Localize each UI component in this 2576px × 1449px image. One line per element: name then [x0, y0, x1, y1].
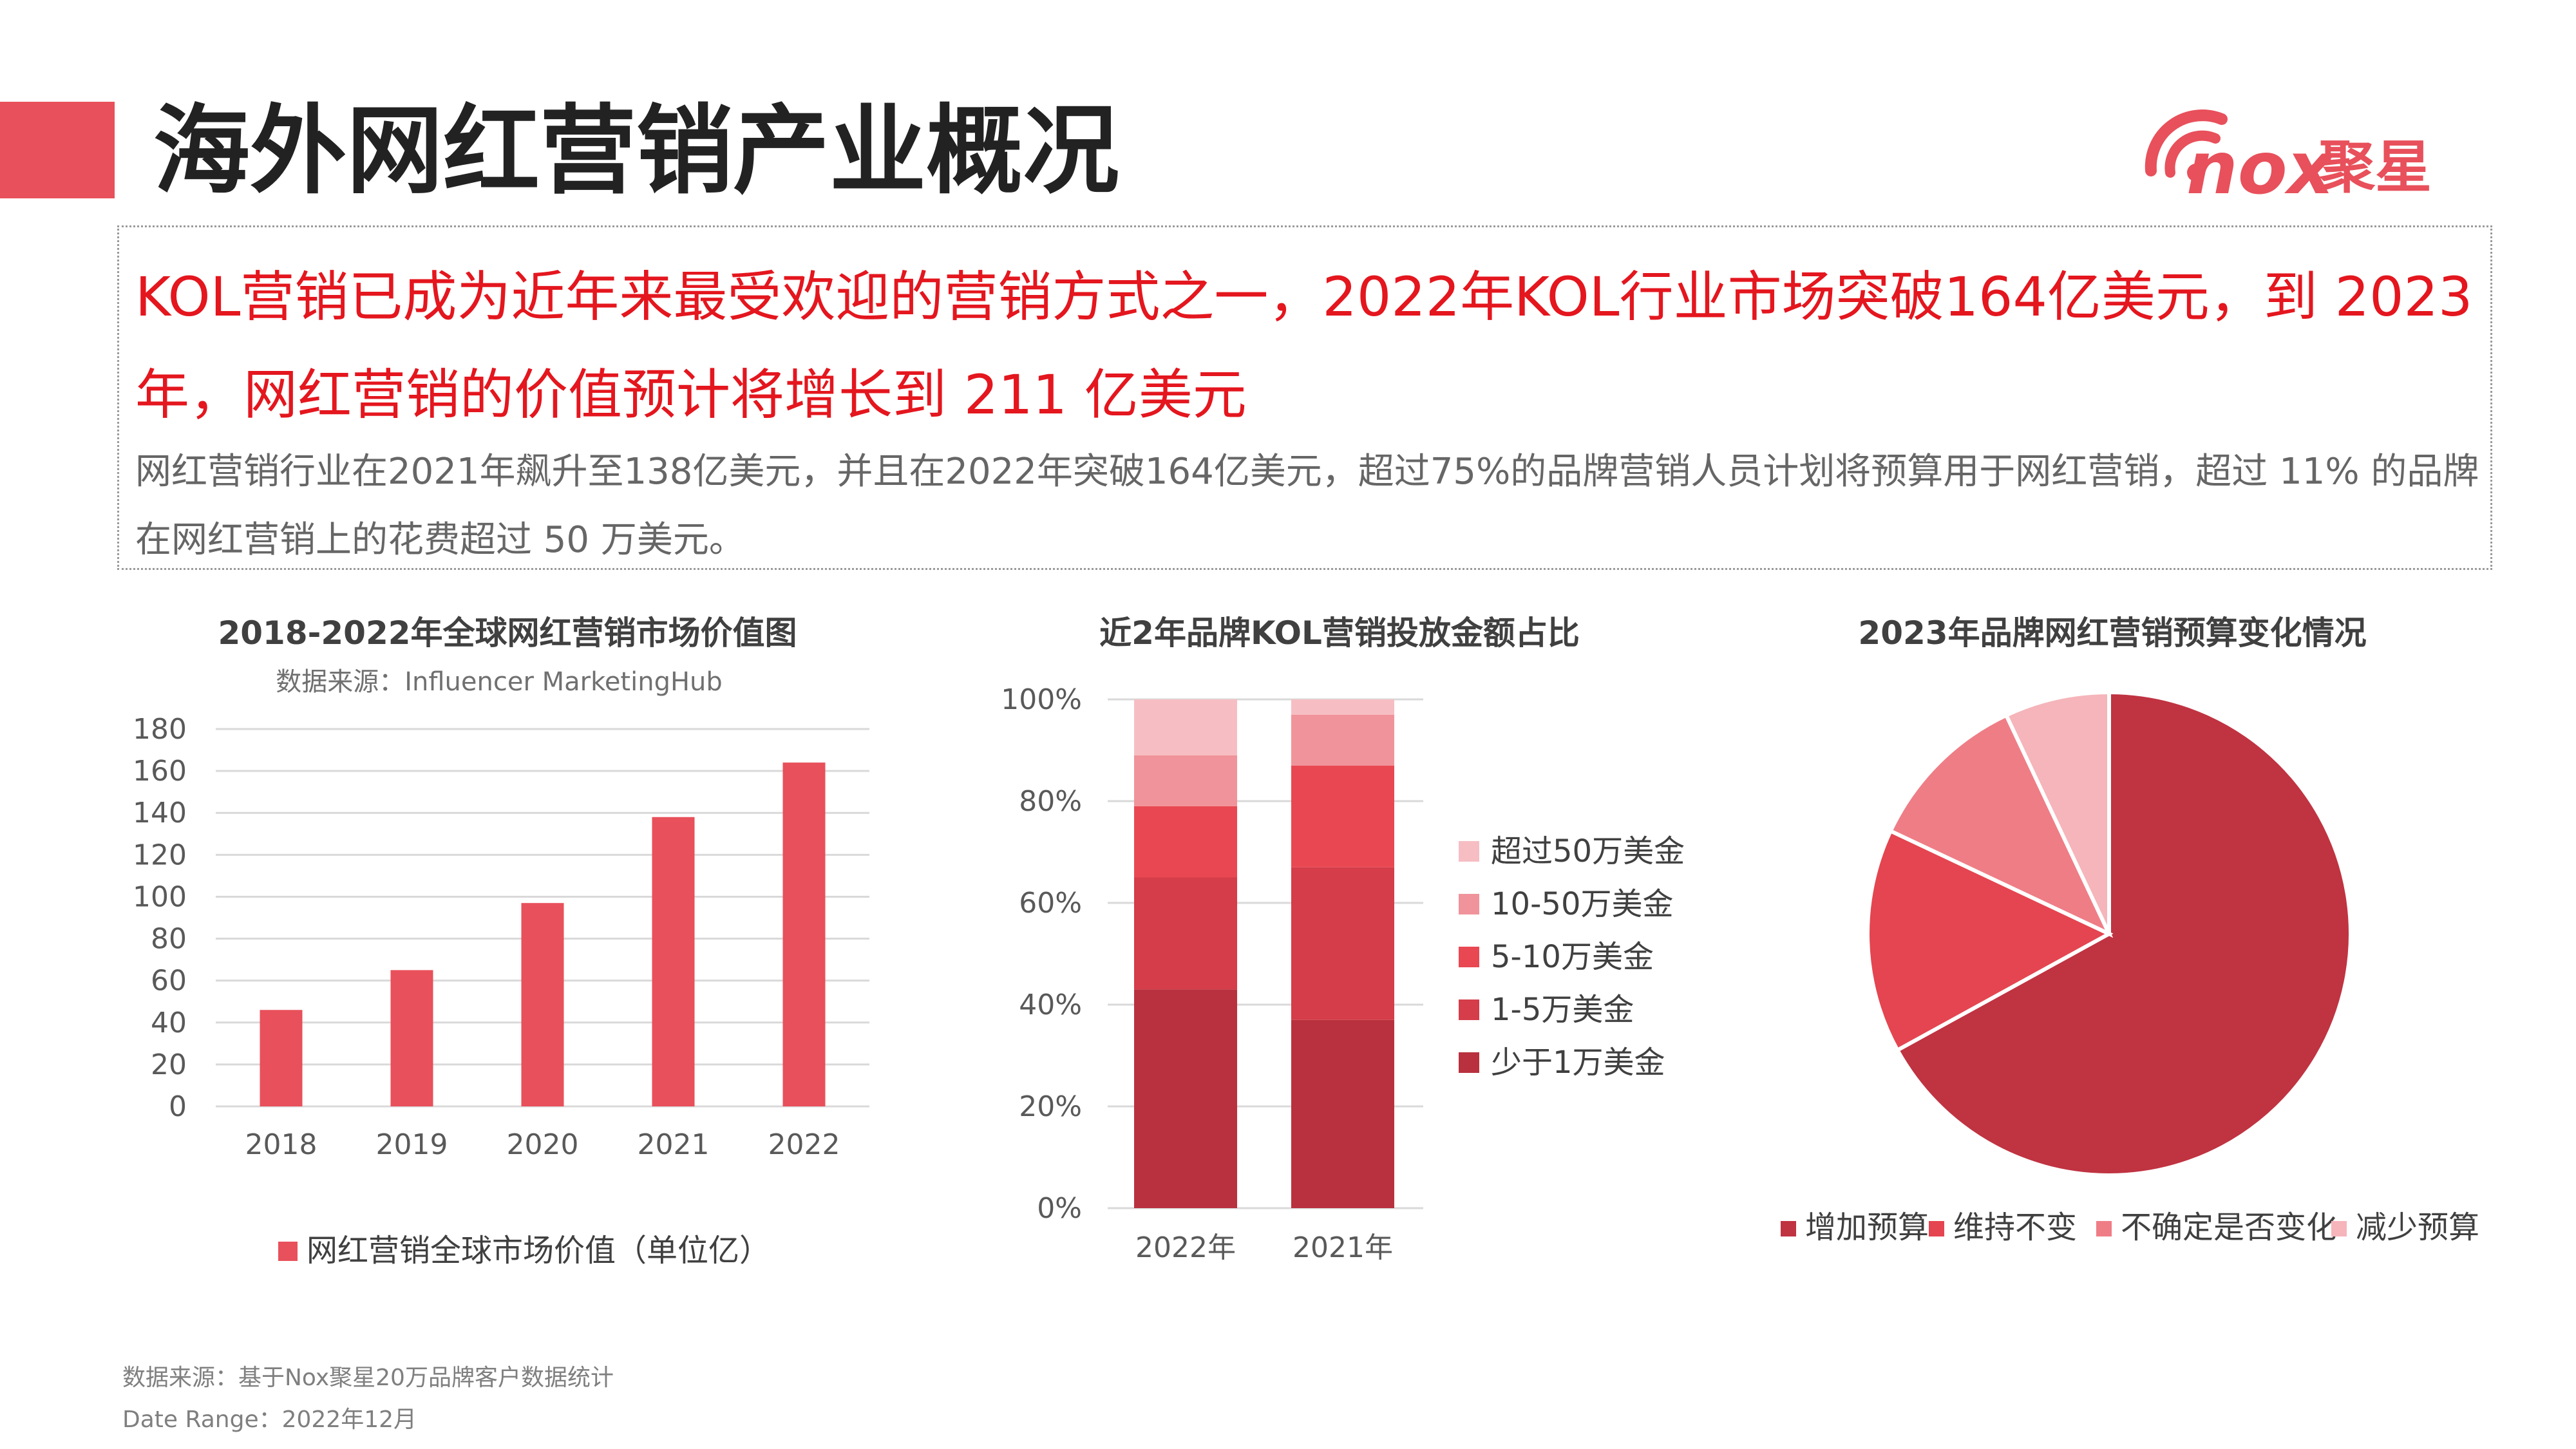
chart2-xlabel: 2022年: [1135, 1231, 1236, 1264]
logo-mark: nox: [2186, 127, 2336, 211]
chart1-ytick: 80: [151, 923, 187, 956]
signal-icon: [2145, 109, 2228, 182]
headline: KOL营销已成为近年来最受欢迎的营销方式之一，2022年KOL行业市场突破164…: [135, 265, 2473, 426]
chart3-slice: [1866, 828, 2114, 1053]
chart3-legend-label: 增加预算: [1805, 1209, 1929, 1245]
chart3-slice: [1888, 712, 2114, 938]
chart1-xlabel: 2019: [376, 1128, 448, 1161]
subtext: 网红营销行业在2021年飙升至138亿美元，并且在2022年突破164亿美元，超…: [135, 451, 2479, 561]
chart1-ytick: 100: [133, 880, 187, 913]
chart1-bar: [652, 817, 695, 1106]
footer-date-range: Date Range：2022年12月: [122, 1406, 417, 1433]
chart2-ytick: 0%: [1037, 1192, 1082, 1225]
chart1-legend-label: 网红营销全球市场价值（单位亿）: [307, 1233, 770, 1269]
chart1-subtitle: 数据来源：Influencer MarketingHub: [276, 667, 723, 697]
chart2-ytick: 60%: [1019, 887, 1082, 920]
chart2-segment: [1291, 699, 1394, 715]
chart2-segment: [1134, 989, 1237, 1208]
chart1-title: 2018-2022年全球网红营销市场价值图: [218, 614, 797, 652]
chart1-xlabel: 2021: [638, 1128, 710, 1161]
chart1-bar: [782, 762, 826, 1106]
chart2-legend-label: 少于1万美金: [1491, 1045, 1665, 1081]
chart1-ytick: 40: [151, 1007, 187, 1039]
chart2-legend-swatch: [1459, 947, 1479, 967]
chart2-ytick: 80%: [1019, 785, 1082, 818]
page-title: 海外网红营销产业概况: [153, 95, 1120, 207]
chart2-segment: [1134, 877, 1237, 990]
chart3-legend-label: 维持不变: [1953, 1209, 2077, 1245]
chart1-ytick: 180: [133, 713, 187, 746]
chart1-ytick: 160: [133, 755, 187, 788]
chart2-segment: [1291, 765, 1394, 867]
nox-logo: nox 聚星: [2145, 109, 2432, 211]
chart2-segment: [1291, 714, 1394, 766]
chart3-legend-swatch: [1929, 1221, 1944, 1236]
chart1-ytick: 120: [133, 838, 187, 871]
chart2-segment: [1291, 1019, 1394, 1208]
chart1-bar: [521, 903, 564, 1106]
chart1-xlabel: 2020: [507, 1128, 579, 1161]
chart2-ytick: 20%: [1019, 1090, 1082, 1123]
chart2-legend-label: 超过50万美金: [1491, 833, 1685, 869]
chart2-ytick: 40%: [1019, 989, 1082, 1021]
chart2-legend-swatch: [1459, 894, 1479, 914]
chart2-legend-label: 10-50万美金: [1491, 886, 1673, 922]
logo-text: 聚星: [2318, 134, 2432, 200]
chart2-legend-label: 5-10万美金: [1491, 939, 1654, 975]
chart2-legend-swatch: [1459, 999, 1479, 1020]
chart1-ytick: 0: [169, 1090, 187, 1123]
summary-box: [117, 225, 2492, 570]
title-accent-bar: [0, 102, 115, 198]
chart2-segment: [1134, 806, 1237, 878]
chart2-legend-swatch: [1459, 841, 1479, 862]
chart2-title: 近2年品牌KOL营销投放金额占比: [1099, 614, 1580, 652]
chart1-ytick: 60: [151, 965, 187, 998]
chart3-legend-swatch: [2096, 1221, 2112, 1236]
chart1-xlabel: 2018: [245, 1128, 317, 1161]
chart2-legend-label: 1-5万美金: [1491, 992, 1634, 1028]
chart2-segment: [1291, 867, 1394, 1020]
chart1-bar: [260, 1010, 303, 1106]
footer-source: 数据来源：基于Nox聚星20万品牌客户数据统计: [122, 1365, 614, 1391]
chart2-segment: [1134, 755, 1237, 806]
chart3-legend-label: 减少预算: [2356, 1209, 2479, 1245]
chart3-legend-label: 不确定是否变化: [2121, 1209, 2337, 1245]
chart2-legend-swatch: [1459, 1052, 1479, 1073]
chart1-legend-swatch: [278, 1242, 298, 1261]
chart2-segment: [1134, 699, 1237, 755]
chart1-bar: [390, 970, 433, 1106]
chart3-legend-swatch: [1781, 1221, 1796, 1236]
chart1-ytick: 140: [133, 797, 187, 829]
chart3-slice: [1895, 690, 2353, 1177]
chart3-slice: [2003, 690, 2111, 935]
chart3-legend-swatch: [2331, 1221, 2347, 1236]
chart1-ytick: 20: [151, 1048, 187, 1081]
chart3-title: 2023年品牌网红营销预算变化情况: [1858, 614, 2366, 652]
chart2-ytick: 100%: [1001, 683, 1082, 716]
chart2-xlabel: 2021年: [1293, 1231, 1393, 1264]
chart1-xlabel: 2022: [768, 1128, 840, 1161]
